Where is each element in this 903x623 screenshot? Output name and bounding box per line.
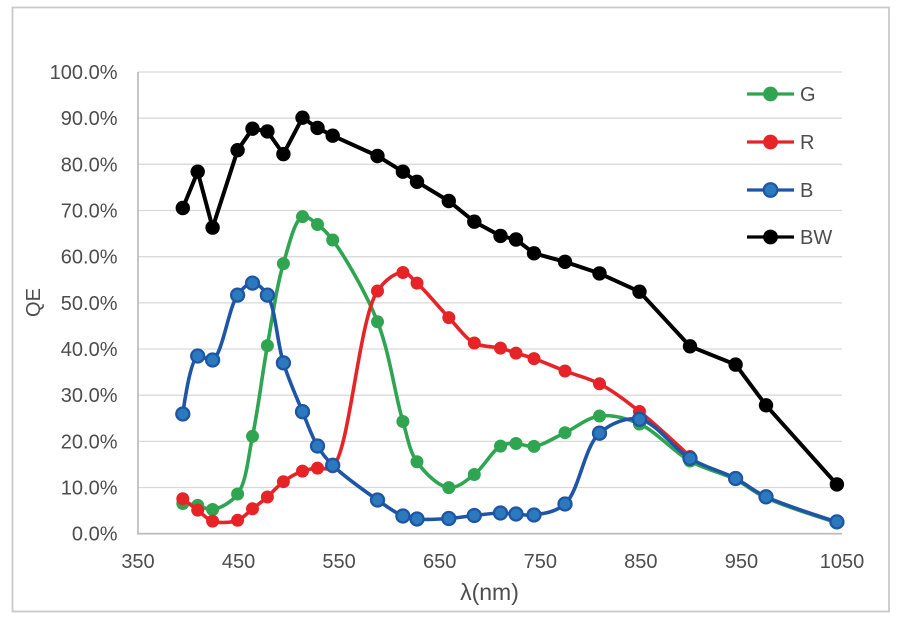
svg-text:650: 650 <box>423 551 456 573</box>
svg-text:80.0%: 80.0% <box>61 154 118 176</box>
svg-text:1050: 1050 <box>820 551 865 573</box>
svg-text:G: G <box>800 84 816 106</box>
svg-text:BW: BW <box>800 227 832 249</box>
svg-text:850: 850 <box>624 551 657 573</box>
svg-text:10.0%: 10.0% <box>61 478 118 500</box>
svg-text:450: 450 <box>222 551 255 573</box>
svg-text:0.0%: 0.0% <box>72 524 118 546</box>
svg-text:20.0%: 20.0% <box>61 431 118 453</box>
svg-text:100.0%: 100.0% <box>50 62 118 84</box>
svg-text:40.0%: 40.0% <box>61 339 118 361</box>
svg-text:R: R <box>800 132 814 154</box>
svg-text:950: 950 <box>725 551 758 573</box>
svg-text:550: 550 <box>322 551 355 573</box>
svg-text:350: 350 <box>121 551 154 573</box>
svg-text:70.0%: 70.0% <box>61 201 118 223</box>
svg-text:90.0%: 90.0% <box>61 108 118 130</box>
svg-text:60.0%: 60.0% <box>61 247 118 269</box>
svg-text:QE: QE <box>23 288 45 317</box>
svg-text:750: 750 <box>524 551 557 573</box>
svg-text:50.0%: 50.0% <box>61 293 118 315</box>
svg-text:λ(nm): λ(nm) <box>460 579 519 605</box>
svg-text:B: B <box>800 180 813 202</box>
svg-text:30.0%: 30.0% <box>61 385 118 407</box>
